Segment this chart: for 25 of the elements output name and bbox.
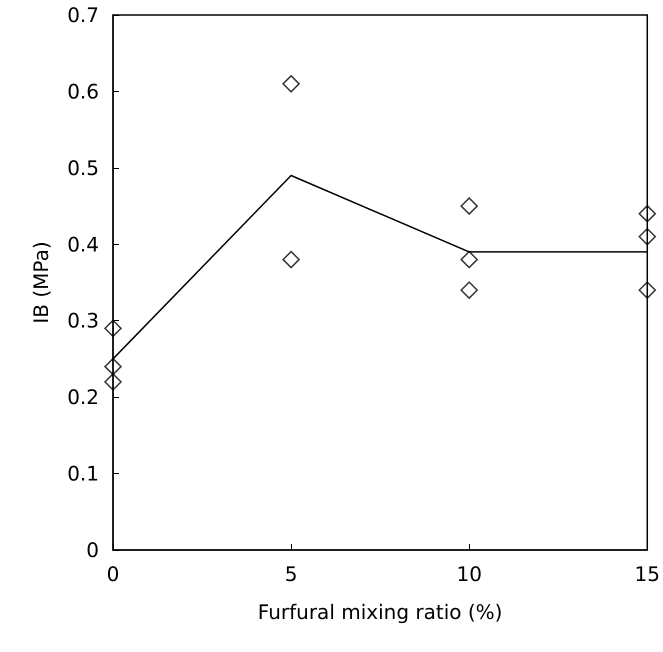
x-axis-title: Furfural mixing ratio (%) <box>258 600 502 624</box>
point <box>460 197 478 215</box>
x-tick-label: 5 <box>284 562 298 586</box>
y-tick-label: 0.7 <box>67 3 99 27</box>
y-axis-title: IB (MPa) <box>29 241 53 324</box>
point <box>104 358 122 376</box>
point <box>638 281 656 299</box>
y-tick-label: 0 <box>86 538 99 562</box>
point <box>282 250 300 268</box>
point <box>104 373 122 391</box>
x-tick-label: 10 <box>456 562 482 586</box>
point <box>460 250 478 268</box>
y-tick-label: 0.5 <box>67 156 99 180</box>
y-tick-label: 0.1 <box>67 462 99 486</box>
point <box>638 204 656 222</box>
point <box>282 75 300 93</box>
y-tick-label: 0.3 <box>67 308 99 333</box>
y-tick-label: 0.4 <box>67 232 99 256</box>
point <box>460 281 478 299</box>
point <box>104 320 122 338</box>
x-tick-label: 15 <box>634 562 660 586</box>
x-tick-label: 0 <box>106 562 120 586</box>
point <box>638 228 656 246</box>
y-tick-label: 0.2 <box>67 385 99 410</box>
y-tick-label: 0.6 <box>67 79 99 104</box>
